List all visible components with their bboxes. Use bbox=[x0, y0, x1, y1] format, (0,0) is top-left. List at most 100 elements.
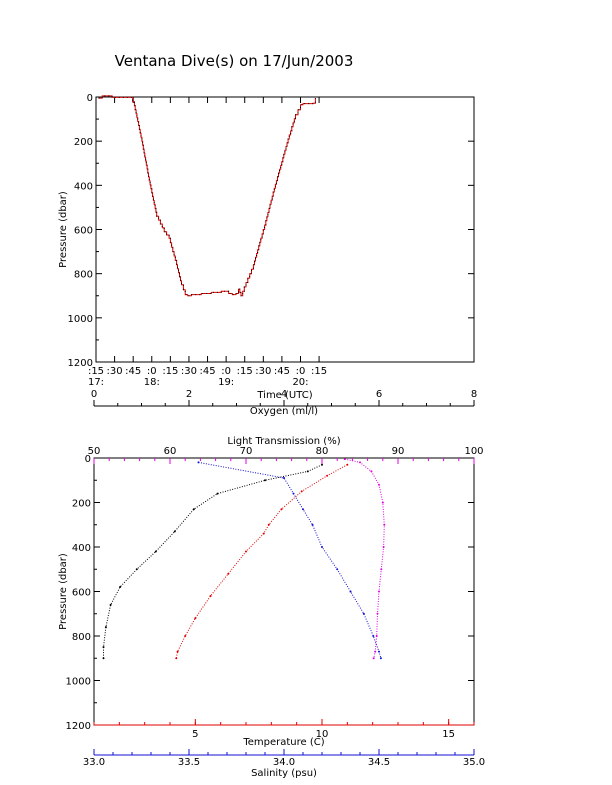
plot2-y-tick-label: 400 bbox=[72, 543, 91, 554]
oxygen-axis-tick-label: 2 bbox=[186, 389, 192, 400]
plot2-point-magenta bbox=[381, 501, 384, 504]
plot2-point-magenta bbox=[380, 568, 383, 571]
plot2-point-magenta bbox=[375, 635, 378, 637]
transmission-axis-tick-label: 60 bbox=[164, 446, 177, 457]
oxygen-axis-tick-label: 8 bbox=[471, 389, 477, 400]
plot2-series-black-trace bbox=[103, 464, 323, 659]
plot2-point-black bbox=[306, 470, 309, 473]
plot2-point-red bbox=[346, 463, 349, 466]
plot1-x-tick-sublabel: 20: bbox=[292, 377, 308, 388]
plot2-y-axis-label: Pressure (dbar) bbox=[58, 553, 69, 630]
plot2-point-blue bbox=[321, 546, 323, 548]
plot2-point-red bbox=[175, 657, 178, 660]
plot2-point-blue bbox=[349, 590, 352, 593]
plot2-point-red bbox=[300, 490, 303, 493]
plot1-x-tick-label: :0 bbox=[221, 366, 231, 377]
plot2-point-magenta bbox=[378, 590, 380, 593]
salinity-axis-label: Salinity (psu) bbox=[251, 768, 317, 779]
plot2-point-black bbox=[192, 508, 195, 511]
plot1-x-tick-label: :15 bbox=[162, 366, 178, 377]
plot2-point-black bbox=[119, 586, 122, 588]
plot2-point-red bbox=[194, 617, 197, 620]
transmission-axis-tick-label: 70 bbox=[240, 446, 253, 457]
plot1-x-tick-label: :15 bbox=[237, 366, 253, 377]
plot1-y-tick-label: 600 bbox=[74, 226, 93, 237]
plot2-point-blue bbox=[197, 461, 200, 464]
plot1-x-tick-sublabel: 19: bbox=[218, 377, 234, 388]
plot2-y-tick-label: 600 bbox=[72, 588, 91, 599]
temperature-axis-tick-label: 10 bbox=[316, 729, 329, 740]
oxygen-axis-label: Oxygen (ml/l) bbox=[250, 406, 318, 417]
plot2-point-blue bbox=[362, 612, 365, 615]
plot2-point-black bbox=[154, 550, 157, 553]
plot2-point-black bbox=[321, 463, 323, 466]
salinity-axis-tick-label: 34.5 bbox=[368, 757, 390, 768]
plot1-x-tick-label: :0 bbox=[147, 366, 157, 377]
plot2-point-red bbox=[245, 550, 247, 553]
plot2-point-black bbox=[102, 657, 105, 660]
plot1-x-tick-label: :15 bbox=[311, 366, 327, 377]
plot1-frame bbox=[95, 96, 475, 363]
plot2-y-tick-label: 800 bbox=[72, 632, 91, 643]
figure-title: Ventana Dive(s) on 17/Jun/2003 bbox=[115, 52, 354, 70]
temperature-axis-tick-label: 15 bbox=[442, 729, 455, 740]
plot2-point-magenta bbox=[374, 650, 377, 653]
plot2-point-black bbox=[109, 603, 112, 606]
plot2-point-blue bbox=[379, 657, 382, 660]
plot2-point-blue bbox=[283, 477, 285, 479]
plot2-point-red bbox=[267, 523, 270, 526]
plot1-y-tick-label: 0 bbox=[87, 93, 93, 104]
plot1-x-axis-label: Time (UTC) bbox=[256, 390, 312, 401]
plot2-point-black bbox=[264, 479, 266, 482]
plot2-series-magenta-trace bbox=[344, 458, 385, 659]
plot2-point-magenta bbox=[359, 461, 361, 464]
plot1-series-dots-0 bbox=[98, 95, 316, 297]
transmission-axis-tick-label: 50 bbox=[88, 446, 101, 457]
plot2-point-red bbox=[227, 572, 230, 575]
plot2-point-black bbox=[216, 492, 219, 495]
plot1-y-axis-label: Pressure (dbar) bbox=[58, 191, 69, 268]
plot1-series-line-0 bbox=[98, 95, 316, 297]
temperature-axis-tick-label: 5 bbox=[192, 729, 198, 740]
oxygen-axis-tick-label: 4 bbox=[281, 389, 287, 400]
oxygen-axis-tick-label: 0 bbox=[91, 389, 97, 400]
plot1-x-tick-sublabel: 17: bbox=[88, 377, 104, 388]
plot1-x-tick-label: :15 bbox=[88, 366, 104, 377]
plot2-point-blue bbox=[372, 635, 375, 637]
plot2-point-black bbox=[135, 568, 138, 571]
plot1-y-tick-label: 1000 bbox=[68, 314, 93, 325]
plot2-series-red-trace bbox=[175, 464, 348, 659]
oxygen-axis-tick-label: 6 bbox=[376, 389, 382, 400]
plot2-point-blue bbox=[311, 523, 314, 526]
plot2-point-magenta bbox=[343, 458, 346, 461]
plot1-y-tick-label: 400 bbox=[74, 181, 93, 192]
plot1-y-tick-label: 200 bbox=[74, 137, 93, 148]
transmission-axis-tick-label: 80 bbox=[316, 446, 329, 457]
plot2-point-red bbox=[184, 635, 187, 637]
plot1-x-tick-sublabel: 18: bbox=[144, 377, 160, 388]
salinity-axis-tick-label: 33.0 bbox=[83, 757, 105, 768]
salinity-axis-tick-label: 33.5 bbox=[178, 757, 200, 768]
plot2-point-magenta bbox=[376, 612, 379, 615]
plot2-point-black bbox=[173, 530, 176, 533]
property-profile-plot: 0 200 400 600 800 1000 1200 Pressure (dbar) 0 2 4 6… bbox=[58, 389, 485, 779]
plot2-point-blue bbox=[302, 508, 304, 511]
plot2-y-tick-label: 200 bbox=[72, 499, 91, 510]
plot2-point-red bbox=[176, 650, 179, 653]
plot1-x-tick-label: :30 bbox=[181, 366, 197, 377]
plot2-point-magenta bbox=[382, 546, 385, 548]
dive-profile-plot: 020040060080010001200:1517::30:45:018::1… bbox=[58, 93, 475, 401]
plot2-y-tick-label: 0 bbox=[85, 454, 91, 465]
plot1-x-tick-label: :0 bbox=[296, 366, 306, 377]
plot1-x-tick-label: :45 bbox=[125, 366, 141, 377]
plot2-point-blue bbox=[378, 650, 380, 653]
plot1-y-tick-label: 1200 bbox=[68, 358, 93, 369]
plot2-frame bbox=[93, 457, 475, 726]
temperature-axis-label: Temperature (C) bbox=[242, 737, 324, 748]
plot2-point-magenta bbox=[370, 470, 373, 473]
plot2-point-magenta bbox=[378, 483, 380, 486]
plot2-point-black bbox=[104, 626, 107, 629]
plot1-x-tick-label: :45 bbox=[274, 366, 290, 377]
transmission-axis-tick-label: 90 bbox=[392, 446, 405, 457]
plot2-point-red bbox=[280, 508, 283, 511]
